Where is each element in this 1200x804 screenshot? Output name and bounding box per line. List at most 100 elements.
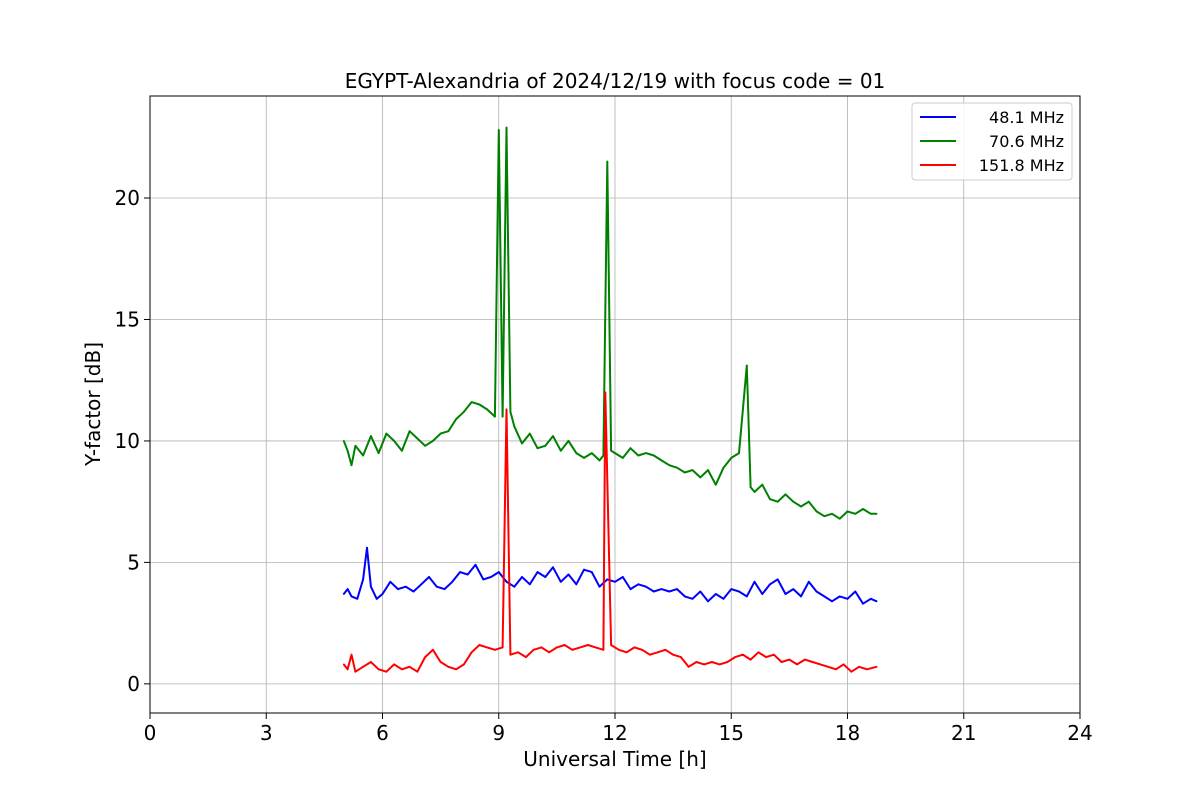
- data-point-series-2: [505, 408, 508, 411]
- data-point-series-1: [470, 401, 473, 403]
- y-tick-label: 10: [115, 429, 140, 453]
- data-point-series-0: [629, 588, 632, 590]
- data-point-series-2: [424, 656, 426, 658]
- data-point-series-0: [761, 593, 764, 595]
- data-point-series-1: [393, 440, 395, 442]
- data-point-series-0: [459, 571, 461, 573]
- data-point-series-1: [614, 452, 616, 454]
- legend-label: 70.6 MHz: [989, 132, 1064, 151]
- data-point-series-2: [780, 661, 783, 663]
- data-point-series-0: [342, 593, 345, 595]
- data-point-series-2: [804, 658, 806, 661]
- data-point-series-0: [490, 576, 492, 578]
- data-point-series-2: [548, 651, 550, 654]
- data-point-series-0: [707, 600, 709, 603]
- data-point-series-1: [521, 442, 523, 445]
- data-point-series-2: [354, 670, 357, 673]
- data-point-series-0: [831, 600, 833, 603]
- data-point-series-0: [482, 578, 485, 581]
- data-point-series-0: [583, 568, 585, 571]
- y-axis-ticks: 0 5 10 15 20: [115, 186, 150, 696]
- data-point-series-1: [408, 430, 411, 433]
- data-point-series-2: [765, 656, 767, 658]
- data-point-series-2: [556, 646, 558, 649]
- data-point-series-0: [769, 583, 771, 586]
- data-point-series-1: [660, 459, 663, 462]
- data-point-series-2: [342, 663, 345, 666]
- data-point-series-0: [356, 597, 359, 600]
- data-point-series-2: [439, 661, 442, 663]
- data-point-series-1: [637, 454, 640, 457]
- data-point-series-1: [416, 437, 419, 440]
- data-point-series-1: [342, 440, 345, 442]
- data-point-series-2: [827, 665, 829, 668]
- data-point-series-0: [807, 580, 810, 583]
- data-point-series-2: [796, 663, 798, 666]
- data-point-series-1: [528, 432, 531, 435]
- data-point-series-1: [807, 500, 810, 503]
- data-point-series-0: [375, 597, 378, 600]
- data-point-series-1: [668, 464, 671, 467]
- data-point-series-2: [501, 646, 504, 649]
- data-point-series-0: [435, 585, 438, 588]
- data-point-series-1: [478, 403, 481, 406]
- data-point-series-0: [412, 590, 415, 593]
- data-point-series-0: [590, 571, 593, 573]
- data-point-series-2: [734, 656, 736, 658]
- data-point-series-1: [463, 410, 465, 413]
- data-point-series-2: [835, 668, 837, 671]
- data-point-series-2: [672, 653, 674, 656]
- data-point-series-2: [718, 663, 721, 666]
- data-point-series-0: [346, 588, 349, 590]
- data-point-series-1: [575, 452, 578, 454]
- data-point-series-2: [773, 653, 775, 656]
- data-point-series-2: [757, 651, 760, 654]
- data-point-series-0: [428, 576, 430, 578]
- data-point-series-2: [370, 661, 372, 663]
- data-point-series-0: [637, 583, 640, 586]
- data-point-series-1: [815, 510, 818, 513]
- data-point-series-0: [513, 585, 516, 588]
- data-point-series-1: [854, 512, 857, 515]
- data-point-series-2: [478, 644, 481, 646]
- data-point-series-2: [432, 648, 434, 651]
- data-point-series-0: [676, 588, 678, 590]
- data-point-series-0: [389, 580, 392, 583]
- data-point-series-1: [862, 508, 864, 510]
- data-point-series-2: [408, 665, 411, 668]
- data-point-series-2: [385, 670, 388, 673]
- data-point-series-2: [350, 653, 353, 656]
- data-point-series-2: [517, 651, 519, 654]
- data-point-series-1: [590, 452, 593, 454]
- data-point-series-2: [610, 644, 612, 646]
- data-point-series-0: [699, 590, 702, 593]
- data-point-series-0: [815, 590, 818, 593]
- data-point-series-1: [432, 440, 434, 442]
- data-point-series-1: [753, 491, 756, 493]
- data-point-series-0: [738, 590, 740, 593]
- legend-box: [911, 102, 1073, 181]
- data-point-series-2: [401, 668, 403, 671]
- data-point-series-2: [687, 665, 690, 668]
- data-point-series-2: [680, 656, 682, 658]
- data-point-series-1: [722, 466, 725, 469]
- data-point-series-1: [494, 415, 496, 418]
- data-point-series-2: [346, 668, 349, 671]
- x-tick-label: 24: [1067, 721, 1092, 745]
- data-point-series-2: [625, 651, 628, 654]
- data-point-series-1: [346, 449, 349, 452]
- data-point-series-1: [497, 129, 500, 131]
- data-point-series-2: [362, 665, 364, 668]
- x-axis-label: Universal Time [h]: [523, 747, 706, 771]
- data-point-series-1: [784, 493, 787, 496]
- data-point-series-1: [738, 452, 740, 454]
- data-point-series-2: [525, 656, 527, 658]
- data-point-series-0: [846, 597, 849, 600]
- data-point-series-2: [618, 648, 620, 651]
- data-point-series-0: [397, 588, 399, 590]
- data-point-series-1: [583, 457, 585, 459]
- data-point-series-2: [486, 646, 488, 649]
- chart-title: EGYPT-Alexandria of 2024/12/19 with focu…: [345, 69, 886, 93]
- data-point-series-2: [393, 663, 395, 666]
- data-point-series-1: [598, 459, 601, 462]
